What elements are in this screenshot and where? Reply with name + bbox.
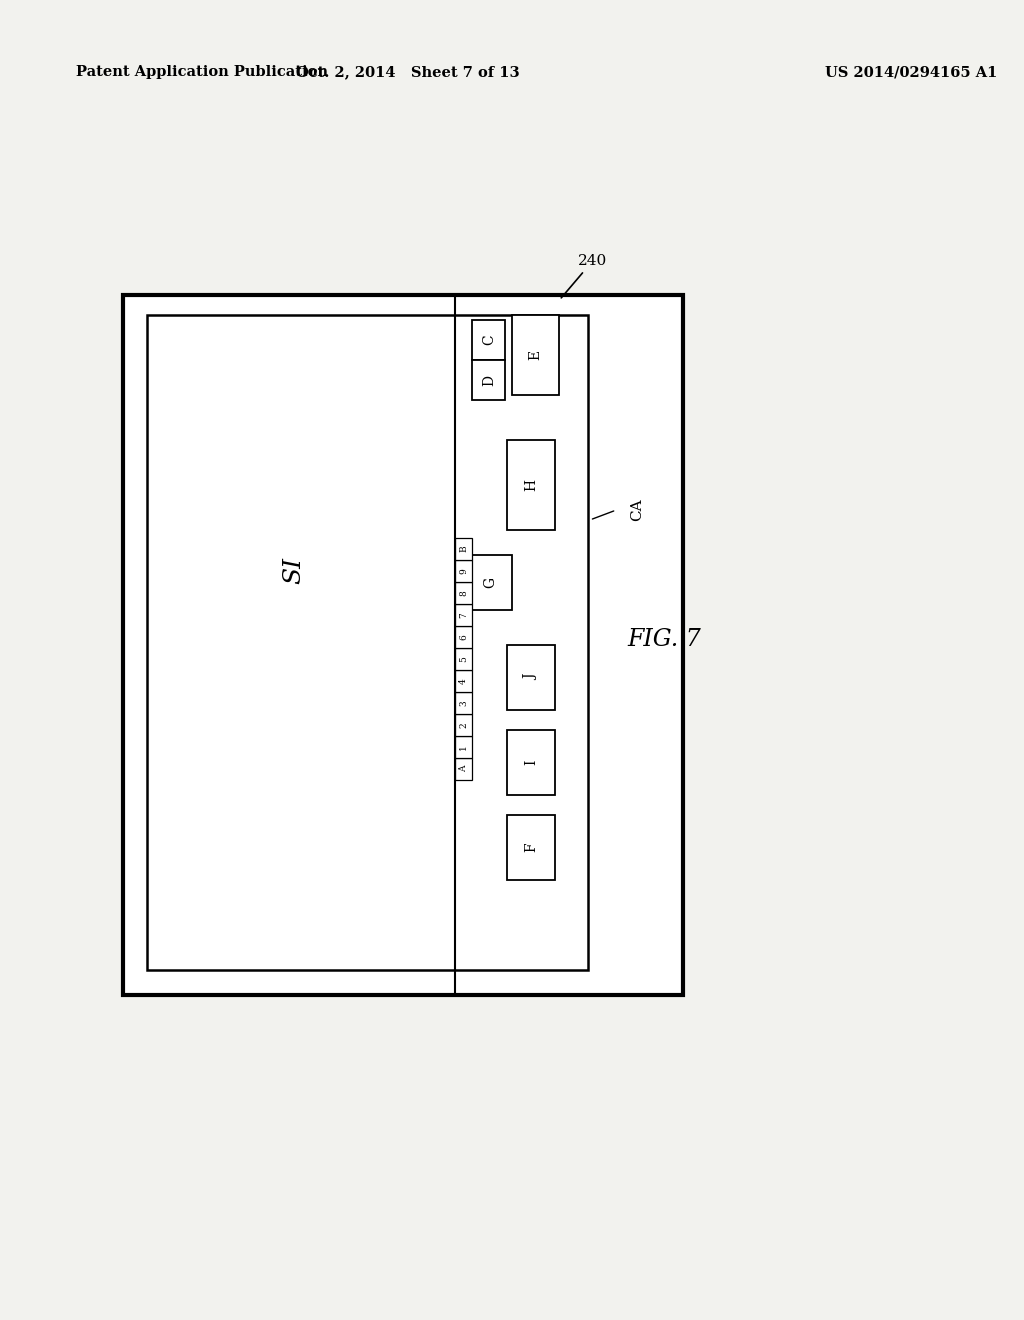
- Text: E: E: [528, 350, 543, 360]
- Text: US 2014/0294165 A1: US 2014/0294165 A1: [825, 65, 997, 79]
- Text: D: D: [482, 375, 496, 385]
- Text: I: I: [524, 760, 538, 766]
- Text: J: J: [524, 675, 538, 680]
- Bar: [455, 626, 472, 648]
- Bar: [507, 440, 555, 531]
- Bar: [147, 315, 588, 970]
- Text: 2: 2: [459, 722, 468, 727]
- Bar: [123, 294, 683, 995]
- Text: SI: SI: [283, 557, 305, 583]
- Bar: [455, 605, 472, 626]
- Bar: [455, 671, 472, 692]
- Text: Oct. 2, 2014   Sheet 7 of 13: Oct. 2, 2014 Sheet 7 of 13: [296, 65, 519, 79]
- Bar: [507, 730, 555, 795]
- Text: 3: 3: [459, 700, 468, 706]
- Bar: [455, 714, 472, 737]
- Bar: [455, 692, 472, 714]
- Text: H: H: [524, 479, 538, 491]
- Text: 5: 5: [459, 656, 468, 661]
- Text: 6: 6: [459, 634, 468, 640]
- Bar: [455, 648, 472, 671]
- Text: 7: 7: [459, 612, 468, 618]
- Bar: [455, 582, 472, 605]
- Text: B: B: [459, 545, 468, 552]
- Bar: [507, 645, 555, 710]
- Bar: [455, 758, 472, 780]
- Bar: [455, 737, 472, 758]
- Text: CA: CA: [631, 499, 644, 521]
- Text: A: A: [459, 766, 468, 772]
- Bar: [455, 560, 472, 582]
- Bar: [472, 360, 506, 400]
- Text: 8: 8: [459, 590, 468, 595]
- Text: C: C: [482, 335, 496, 346]
- Bar: [455, 539, 472, 560]
- Bar: [507, 814, 555, 880]
- Bar: [472, 319, 506, 360]
- Text: 240: 240: [561, 253, 607, 298]
- Text: FIG. 7: FIG. 7: [627, 628, 700, 652]
- Text: F: F: [524, 842, 538, 853]
- Text: 1: 1: [459, 744, 468, 750]
- Bar: [512, 315, 559, 395]
- Text: Patent Application Publication: Patent Application Publication: [76, 65, 328, 79]
- Text: G: G: [483, 577, 498, 589]
- Text: 4: 4: [459, 678, 468, 684]
- Text: 9: 9: [459, 568, 468, 574]
- Bar: [469, 554, 512, 610]
